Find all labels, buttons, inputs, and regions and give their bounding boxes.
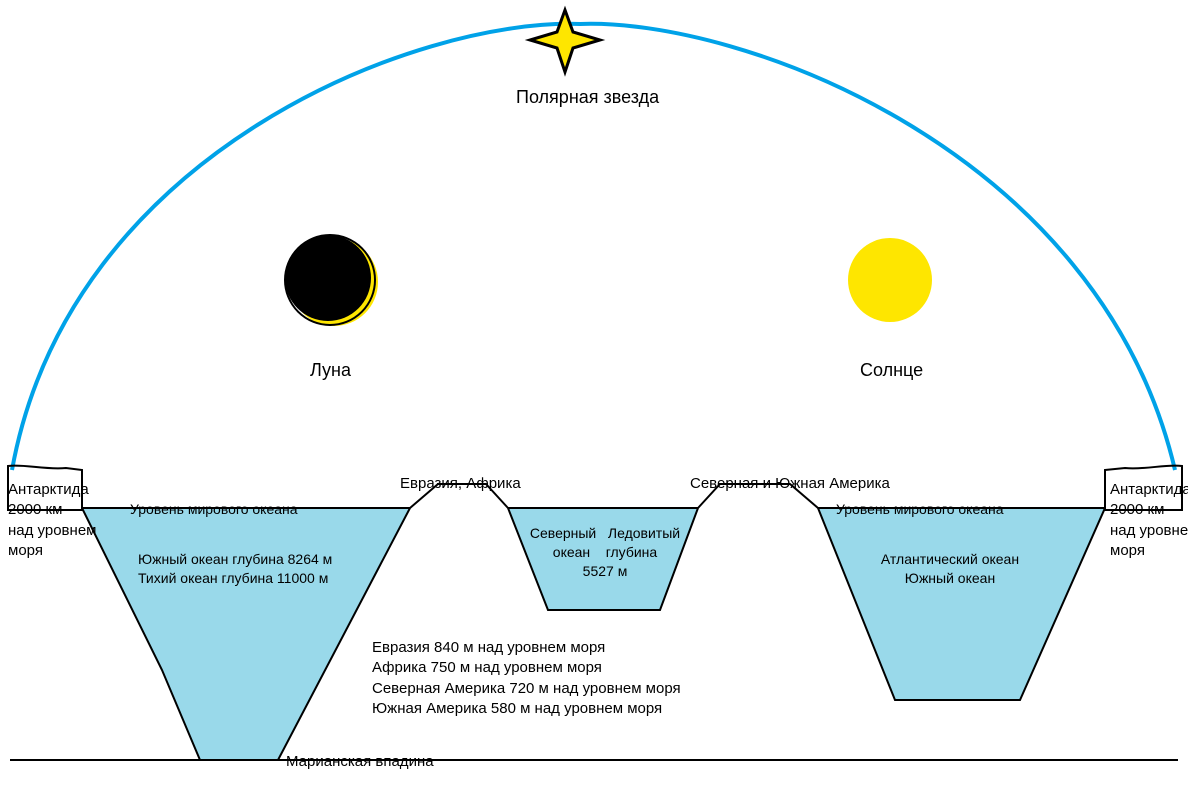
moon-label: Луна <box>310 358 351 382</box>
sun-icon <box>848 238 932 322</box>
polar-star-icon <box>530 10 600 72</box>
polar-star-label: Полярная звезда <box>516 85 659 109</box>
antarctica-right-label: Антарктида 2000 км над уровнем моря <box>1110 480 1188 561</box>
sun-label: Солнце <box>860 358 923 382</box>
antarctica-left-label: Антарктида 2000 км над уровнем моря <box>8 480 96 561</box>
continents-top-left-label: Евразия, Африка <box>400 474 521 494</box>
sea-level-right-label: Уровень мирового океана <box>836 500 1004 519</box>
ocean-2-label: Северный Ледовитый океан глубина 5527 м <box>510 524 700 581</box>
sea-level-left-label: Уровень мирового океана <box>130 500 298 519</box>
mariana-label: Марианская впадина <box>286 752 434 772</box>
ocean-1-label: Южный океан глубина 8264 м Тихий океан г… <box>138 550 332 588</box>
moon-icon <box>285 235 378 326</box>
diagram-stage: Полярная звезда Луна Солнце Антарктида 2… <box>0 0 1188 786</box>
elevations-block: Евразия 840 м над уровнем моря Африка 75… <box>372 638 681 719</box>
ocean-1-water <box>82 508 410 760</box>
ocean-3-label: Атлантический океан Южный океан <box>860 550 1040 588</box>
star-shape <box>530 10 600 72</box>
continents-top-right-label: Северная и Южная Америка <box>690 474 890 494</box>
